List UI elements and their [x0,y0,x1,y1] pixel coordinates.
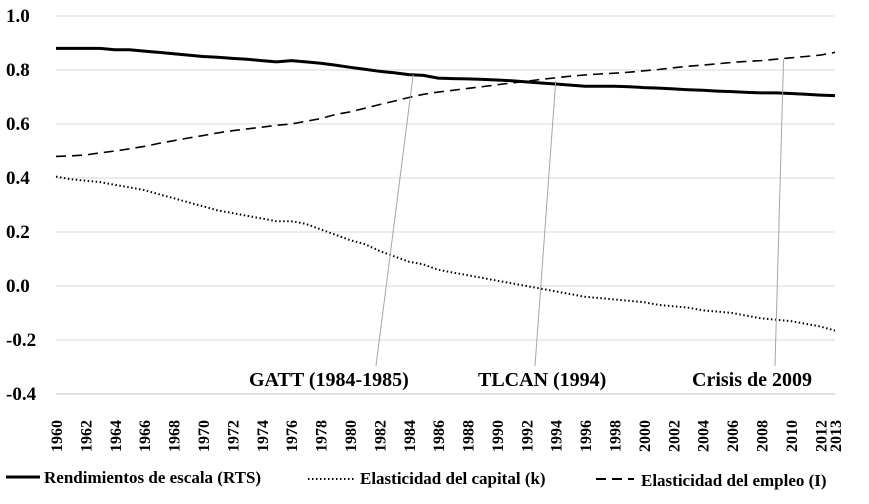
y-tick-label: 0.4 [6,168,30,189]
x-tick-label: 2013 [828,420,845,452]
y-axis-ticks: -0.4 -0.2 0.0 0.2 0.4 0.6 0.8 1.0 [6,6,37,405]
x-tick-label: 1970 [196,420,213,452]
y-tick-label: 0.2 [6,222,30,243]
legend: Rendimientos de escala (RTS) Elasticidad… [6,468,827,490]
x-tick-label: 2002 [666,420,683,452]
x-tick-label: 1986 [431,420,448,452]
annotation-leader-tlcan [534,80,557,367]
legend-label-capital: Elasticidad del capital (k) [360,469,546,488]
x-tick-label: 1994 [549,420,566,452]
annotation-leader-crisis [774,59,785,367]
x-tick-label: 1990 [490,420,507,452]
x-tick-label: 2012 [813,420,830,452]
x-tick-label: 2010 [784,420,801,452]
x-tick-label: 1962 [78,420,95,452]
x-tick-label: 1988 [461,420,478,452]
x-tick-label: 2006 [725,420,742,452]
x-tick-label: 2008 [755,420,772,452]
x-tick-label: 1984 [402,420,419,452]
annotation-leader-gatt [375,74,414,367]
y-tick-label: -0.2 [6,330,36,351]
legend-label-rts: Rendimientos de escala (RTS) [44,468,261,487]
annotation-crisis: Crisis de 2009 [692,369,812,391]
gridlines [56,15,835,395]
x-tick-label: 1978 [314,420,331,452]
y-tick-label: 0.6 [6,114,30,135]
x-tick-label: 1964 [108,420,125,452]
x-tick-label: 2004 [696,420,713,452]
x-tick-label: 1974 [255,420,272,452]
x-axis: 1960 1962 1964 1966 1968 1970 1972 1974 1976 1978… [49,393,845,452]
y-tick-label: 0.0 [6,276,30,297]
annotation-gatt: GATT (1984-1985) [249,369,409,391]
y-tick-label: -0.4 [6,384,37,405]
x-tick-label: 1998 [608,420,625,452]
series-line-rts [56,46,836,98]
y-tick-label: 0.8 [6,60,30,81]
x-tick-label: 1996 [578,420,595,452]
x-tick-label: 1982 [372,420,389,452]
series-lines [55,46,836,332]
x-tick-label: 2000 [637,420,654,452]
x-tick-label: 1976 [284,420,301,452]
x-tick-label: 1972 [225,420,242,452]
annotations: GATT (1984-1985) TLCAN (1994) Crisis de … [249,59,812,391]
x-tick-label: 1960 [49,420,66,452]
series-line-capital [55,175,836,332]
y-tick-label: 1.0 [6,6,30,27]
series-line-empleo [55,51,836,158]
x-tick-label: 1968 [167,420,184,452]
legend-label-empleo: Elasticidad del empleo (I) [641,471,827,490]
annotation-tlcan: TLCAN (1994) [478,369,606,391]
x-tick-label: 1992 [519,420,536,452]
x-tick-label: 1980 [343,420,360,452]
x-tick-label: 1966 [137,420,154,452]
